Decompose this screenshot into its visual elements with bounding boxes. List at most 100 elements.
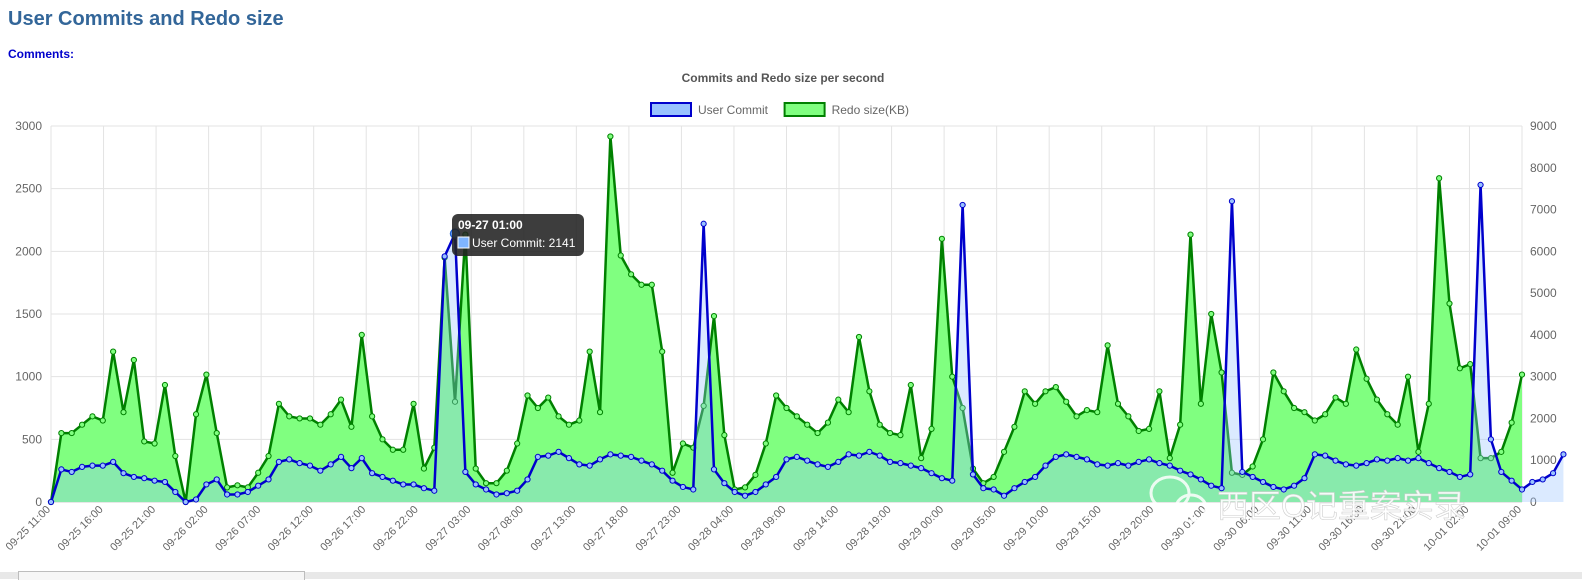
data-point bbox=[721, 432, 728, 439]
data-point bbox=[1270, 483, 1277, 491]
x-tick-label: 09-26 02:00 bbox=[161, 504, 211, 554]
data-point bbox=[980, 485, 987, 492]
data-point bbox=[1353, 462, 1360, 469]
bottom-scrollbar[interactable] bbox=[0, 572, 1582, 579]
data-point bbox=[1218, 485, 1225, 492]
data-point bbox=[172, 488, 179, 496]
data-point bbox=[1166, 462, 1173, 469]
x-tick-label: 09-27 18:00 bbox=[581, 504, 631, 554]
data-point bbox=[68, 468, 75, 476]
x-tick-label: 09-27 13:00 bbox=[528, 504, 578, 554]
data-point bbox=[1322, 452, 1329, 459]
data-point bbox=[762, 440, 769, 447]
data-point bbox=[918, 455, 925, 462]
data-point bbox=[1032, 473, 1039, 481]
y-right-tick-label: 9000 bbox=[1530, 119, 1557, 133]
y-left-tick-label: 2500 bbox=[15, 182, 42, 196]
data-point bbox=[514, 440, 521, 447]
y-right-tick-label: 7000 bbox=[1530, 203, 1557, 217]
data-point bbox=[1280, 388, 1287, 395]
series-area bbox=[51, 184, 1564, 502]
data-point bbox=[1218, 369, 1225, 376]
legend-swatch bbox=[783, 102, 826, 117]
data-point bbox=[1114, 460, 1122, 467]
data-point bbox=[482, 486, 490, 493]
x-tick-label: 09-29 05:00 bbox=[949, 504, 999, 554]
data-point bbox=[1394, 421, 1401, 428]
data-point bbox=[1042, 462, 1049, 469]
data-point bbox=[1259, 436, 1267, 443]
series-redo-size-kb- bbox=[47, 133, 1526, 506]
data-point bbox=[824, 419, 832, 426]
x-tick-label: 09-28 14:00 bbox=[791, 504, 841, 554]
data-point bbox=[990, 486, 997, 493]
data-point bbox=[1259, 478, 1267, 486]
y-left-tick-label: 1500 bbox=[15, 307, 42, 321]
x-tick-label: 09-27 08:00 bbox=[476, 504, 526, 554]
data-point bbox=[1228, 198, 1236, 205]
y-left-tick-label: 500 bbox=[22, 432, 42, 446]
data-point bbox=[710, 466, 718, 473]
comments-label: Comments: bbox=[8, 47, 75, 61]
data-point bbox=[1042, 388, 1049, 395]
data-point bbox=[669, 469, 676, 476]
data-point bbox=[773, 473, 780, 481]
data-point bbox=[275, 400, 282, 407]
data-point bbox=[1135, 427, 1142, 435]
data-point bbox=[990, 473, 997, 481]
x-tick-label: 09-27 23:00 bbox=[634, 504, 684, 554]
tooltip: 09-27 01:00 User Commit: 2141 bbox=[449, 214, 584, 256]
data-point bbox=[400, 481, 407, 488]
data-point bbox=[451, 398, 459, 405]
data-point bbox=[89, 462, 96, 469]
bottom-tab[interactable] bbox=[18, 571, 305, 580]
y-axis-left: 0 500 1000 1500 2000 2500 3000 bbox=[15, 119, 42, 509]
data-point bbox=[938, 235, 945, 242]
data-point bbox=[482, 480, 490, 487]
data-point bbox=[379, 436, 386, 443]
data-point bbox=[617, 252, 624, 259]
data-point bbox=[1063, 398, 1070, 405]
data-point bbox=[1197, 400, 1204, 407]
data-point bbox=[1404, 457, 1412, 464]
data-point bbox=[555, 448, 562, 455]
data-point bbox=[845, 451, 852, 458]
data-point bbox=[317, 467, 324, 474]
data-point bbox=[369, 413, 376, 420]
data-point bbox=[793, 413, 800, 420]
data-point bbox=[234, 491, 241, 498]
data-point bbox=[1156, 388, 1163, 395]
data-point bbox=[296, 460, 303, 467]
data-point bbox=[172, 452, 179, 460]
wechat-bubble-small bbox=[1174, 493, 1208, 523]
data-point bbox=[762, 481, 769, 488]
data-point bbox=[151, 440, 158, 447]
data-point bbox=[1187, 231, 1194, 238]
data-point bbox=[1228, 469, 1236, 476]
data-point bbox=[700, 402, 707, 410]
legend-swatch bbox=[650, 102, 692, 117]
data-point bbox=[1446, 468, 1453, 476]
data-point bbox=[690, 486, 697, 493]
y-left-tick-label: 3000 bbox=[15, 119, 42, 133]
data-point bbox=[617, 452, 624, 459]
data-point bbox=[1342, 461, 1349, 468]
x-tick-label: 09-25 11:00 bbox=[4, 504, 53, 553]
data-point bbox=[607, 133, 614, 140]
data-point bbox=[400, 446, 407, 453]
data-point bbox=[286, 456, 293, 463]
data-point bbox=[203, 481, 210, 488]
data-point bbox=[1529, 478, 1536, 486]
data-point bbox=[1156, 460, 1163, 467]
data-point bbox=[659, 467, 666, 474]
data-point bbox=[845, 409, 852, 416]
wechat-icon bbox=[1149, 475, 1208, 523]
data-point bbox=[959, 404, 966, 412]
data-point bbox=[804, 421, 811, 428]
y-axis-right: 0 1000 2000 3000 4000 5000 6000 7000 8000 9000 bbox=[1530, 119, 1557, 509]
data-point bbox=[1177, 467, 1184, 474]
data-point bbox=[1436, 175, 1443, 182]
data-point bbox=[1073, 413, 1080, 420]
data-point bbox=[99, 417, 106, 424]
data-point bbox=[1498, 448, 1505, 455]
